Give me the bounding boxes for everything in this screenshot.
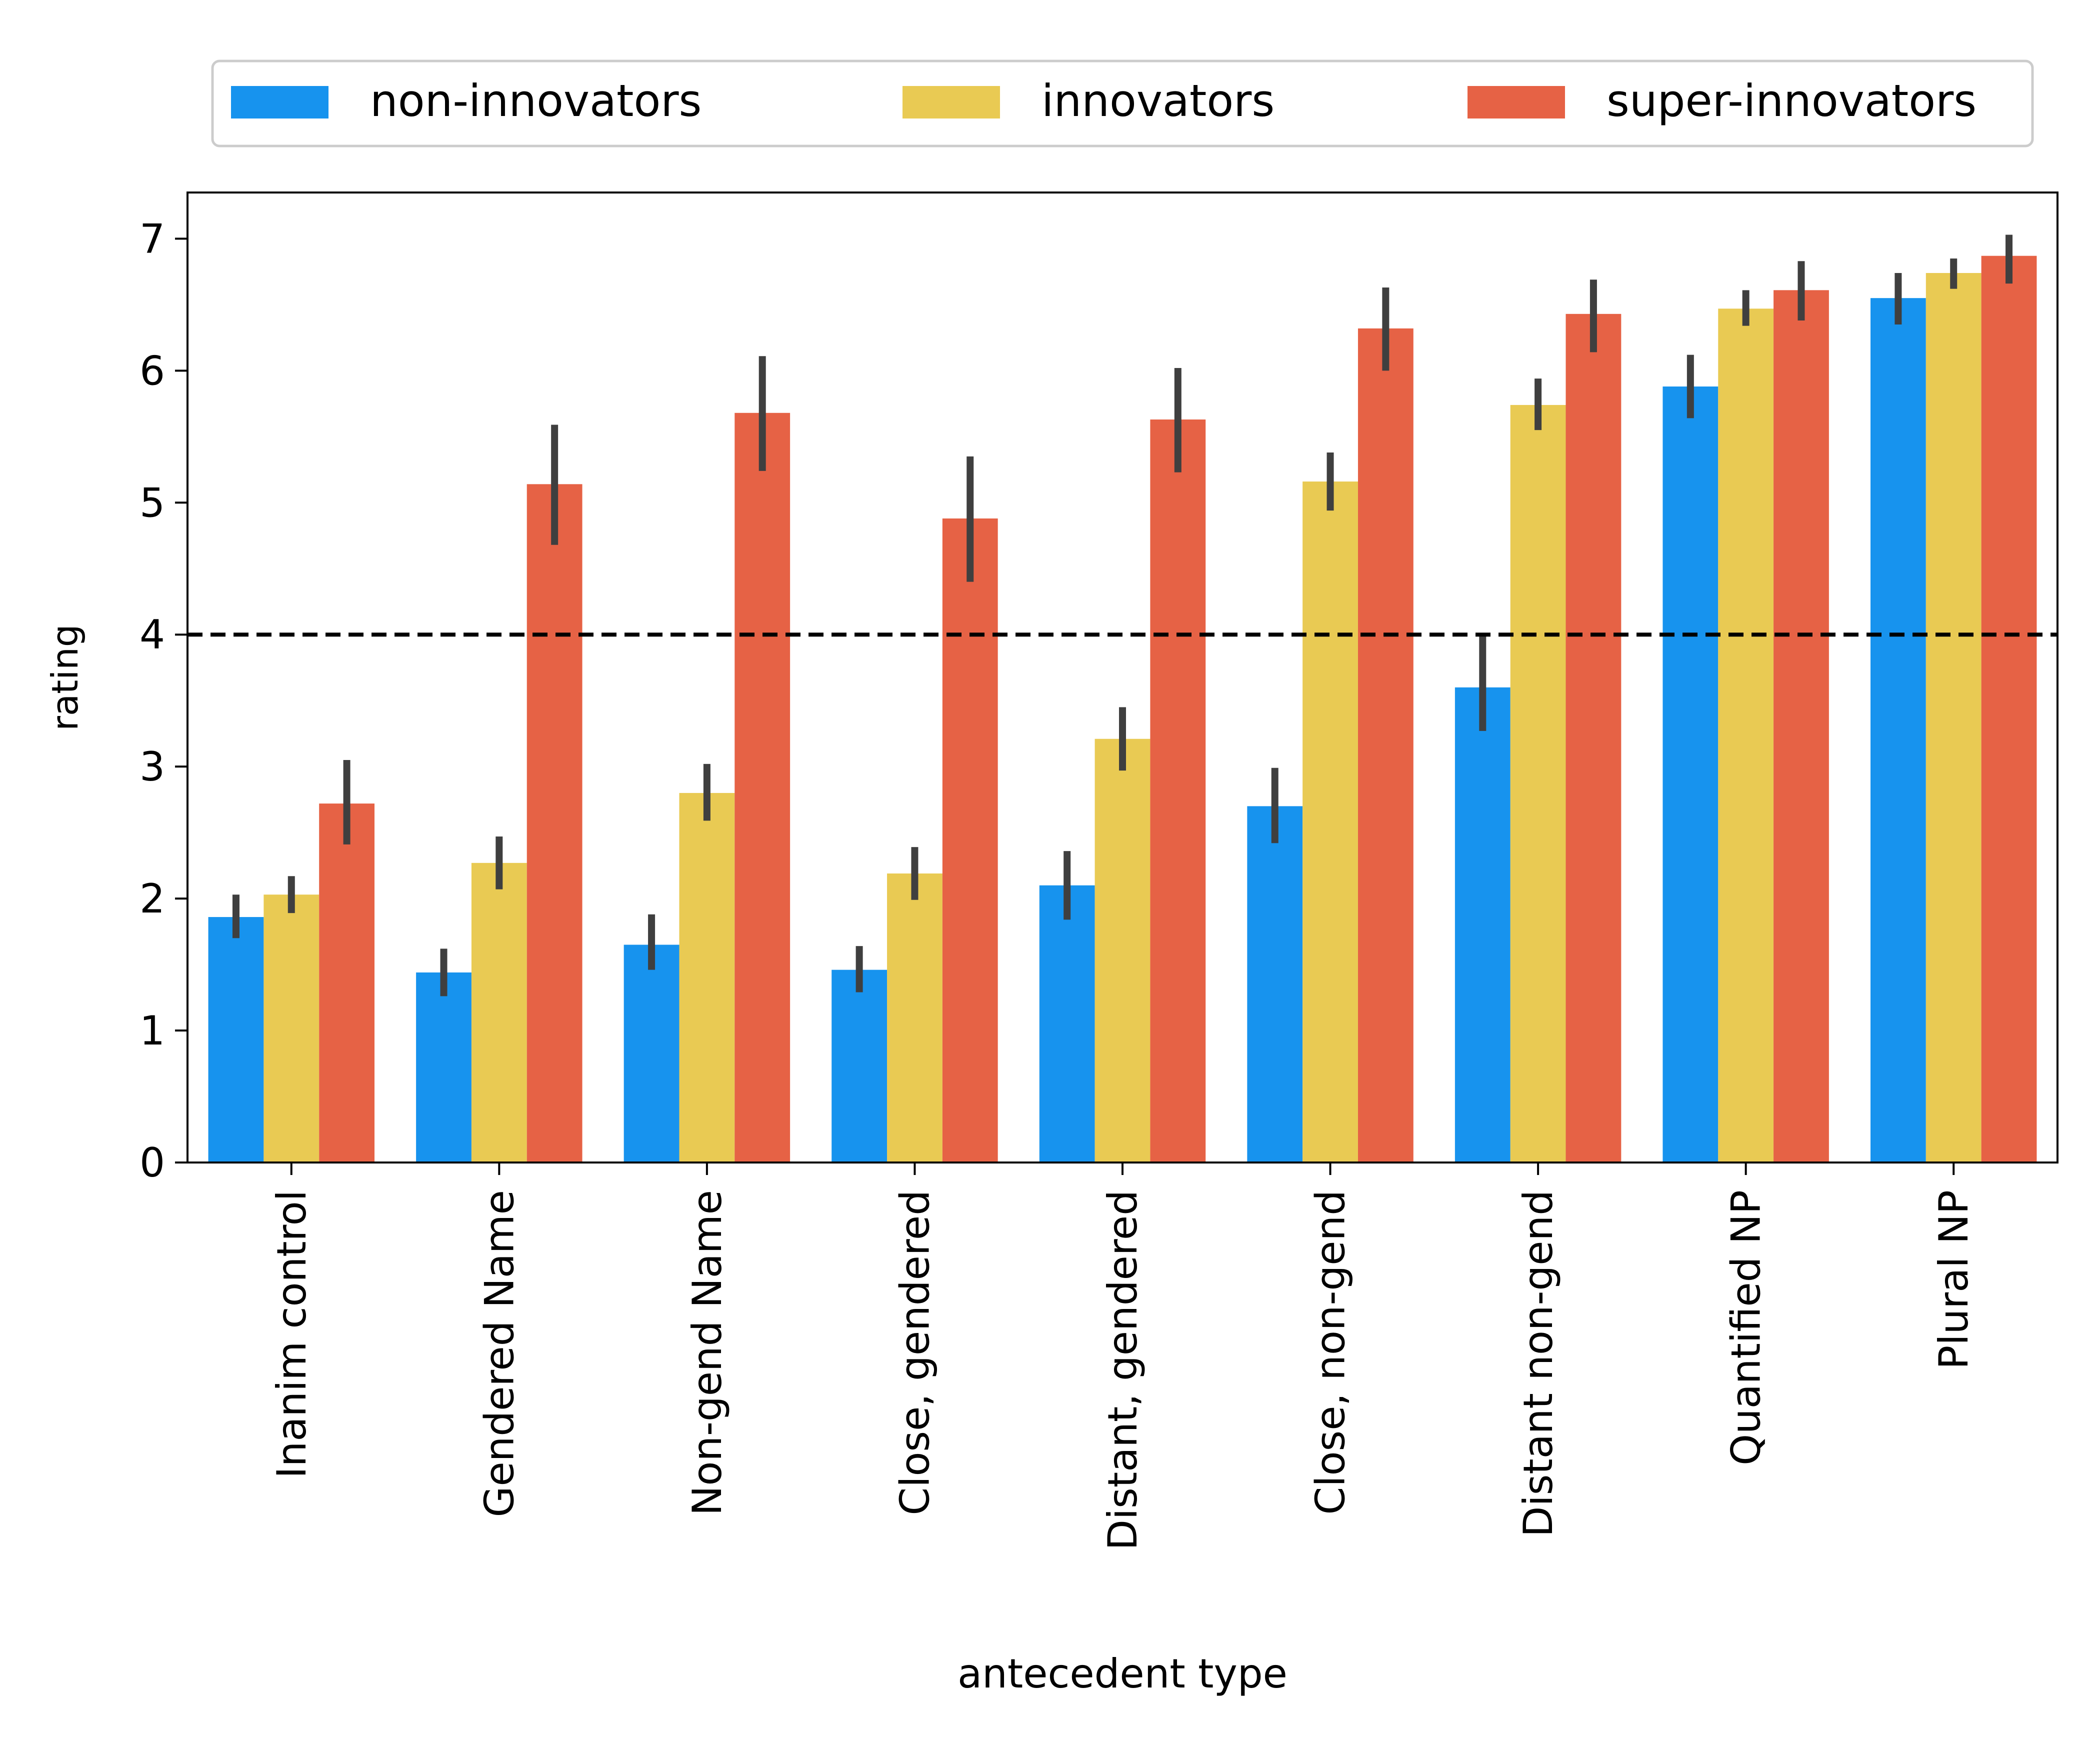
bar-super-innovators-non-gend-name: [734, 412, 790, 1163]
bar-super-innovators-close-gendered: [942, 518, 998, 1162]
bar-super-innovators-close-non-gend: [1358, 328, 1414, 1162]
y-tick-label: 4: [140, 612, 165, 658]
bar-innovators-non-gend-name: [679, 792, 735, 1162]
bar-innovators-gendered-name: [471, 862, 527, 1162]
x-tick-label-close-gendered: Close, gendered: [892, 1190, 938, 1516]
x-tick-label-inanim-control: Inanim control: [268, 1190, 315, 1478]
y-tick-label: 6: [140, 348, 165, 394]
bar-non-innovators-plural-np: [1870, 298, 1926, 1162]
y-tick-label: 0: [140, 1140, 165, 1186]
bar-super-innovators-inanim-control: [319, 804, 374, 1162]
y-tick-label: 1: [140, 1008, 165, 1054]
bar-non-innovators-close-gendered: [832, 970, 888, 1162]
x-tick-label-distant-non-gend: Distant non-gend: [1515, 1190, 1562, 1537]
bar-super-innovators-plural-np: [1981, 256, 2037, 1163]
x-axis: Inanim control Gendered Name Non-gend Name…: [268, 1162, 1977, 1550]
x-tick-label-quantified-np: Quantified NP: [1723, 1190, 1770, 1466]
y-tick-label: 5: [140, 480, 165, 526]
legend: non-innovators innovators super-innovators: [211, 60, 2034, 148]
legend-label-super-innovators: super-innovators: [1606, 75, 1976, 126]
bar-innovators-distant-non-gend: [1510, 404, 1566, 1162]
y-axis-label: rating: [44, 624, 86, 730]
y-axis: 0 1 2 3 4 5 6 7: [140, 216, 188, 1186]
legend-swatch-super-innovators: [1468, 86, 1565, 118]
bar-innovators-quantified-np: [1718, 308, 1774, 1162]
x-tick-label-plural-np: Plural NP: [1930, 1190, 1977, 1370]
x-tick-label-non-gend-name: Non-gend Name: [684, 1190, 730, 1516]
plot-area: [186, 192, 2058, 1164]
bar-non-innovators-non-gend-name: [624, 944, 680, 1162]
bar-super-innovators-distant-gendered: [1150, 419, 1206, 1163]
bar-non-innovators-distant-gendered: [1039, 885, 1095, 1162]
legend-label-non-innovators: non-innovators: [370, 75, 702, 126]
bar-non-innovators-inanim-control: [208, 917, 264, 1162]
bar-innovators-inanim-control: [264, 894, 320, 1162]
bar-non-innovators-gendered-name: [416, 972, 472, 1162]
error-bars: [232, 234, 2013, 996]
bar-non-innovators-quantified-np: [1662, 386, 1718, 1162]
legend-swatch-non-innovators: [231, 86, 328, 118]
y-tick-label: 7: [140, 216, 165, 262]
legend-frame: [211, 60, 2034, 148]
bar-super-innovators-gendered-name: [526, 484, 582, 1162]
legend-label-innovators: innovators: [1042, 75, 1274, 126]
bar-innovators-distant-gendered: [1094, 738, 1150, 1162]
bar-non-innovators-distant-non-gend: [1454, 687, 1510, 1162]
bars: [208, 256, 2037, 1163]
y-tick-label: 2: [140, 876, 165, 922]
y-tick-label: 3: [140, 744, 165, 790]
x-axis-label: antecedent type: [958, 1650, 1288, 1697]
bar-innovators-close-gendered: [887, 873, 942, 1162]
x-tick-label-distant-gendered: Distant, gendered: [1100, 1190, 1146, 1550]
bar-super-innovators-distant-non-gend: [1566, 314, 1622, 1162]
bar-super-innovators-quantified-np: [1774, 290, 1829, 1162]
bar-innovators-plural-np: [1926, 273, 1982, 1162]
bar-non-innovators-close-non-gend: [1247, 806, 1303, 1162]
x-tick-label-close-non-gend: Close, non-gend: [1308, 1190, 1354, 1515]
bar-innovators-close-non-gend: [1302, 482, 1358, 1163]
x-tick-label-gendered-name: Gendered Name: [476, 1190, 522, 1518]
legend-swatch-innovators: [902, 86, 1000, 118]
